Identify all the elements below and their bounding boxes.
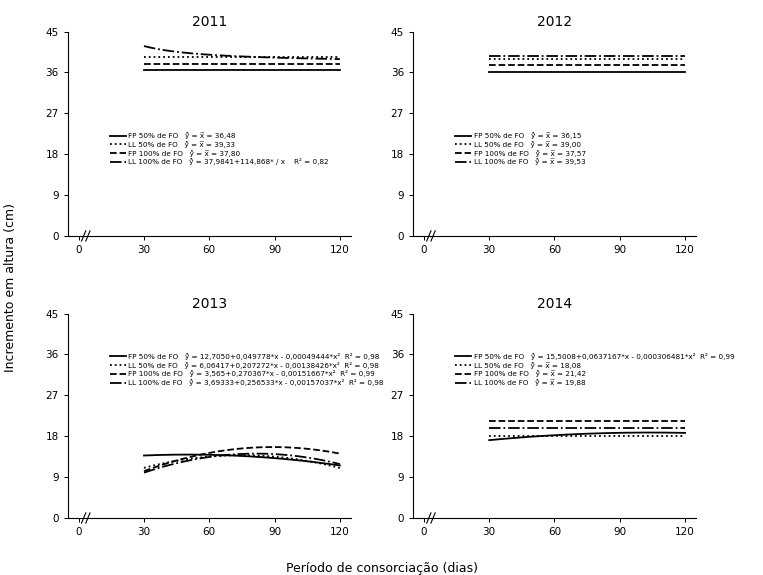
Legend: FP 50% de FO   ŷ̂ = x̅ = 36,15, LL 50% de FO   ŷ̂ = x̅ = 39,00, FP 100% de FO   : FP 50% de FO ŷ̂ = x̅ = 36,15, LL 50% de … (453, 131, 588, 167)
Legend: FP 50% de FO   ŷ̂ = 15,5008+0,0637167*x - 0,000306481*x²  R² = 0,99, LL 50% de F: FP 50% de FO ŷ̂ = 15,5008+0,0637167*x - … (453, 351, 736, 388)
Title: 2013: 2013 (192, 297, 227, 311)
Title: 2011: 2011 (192, 15, 227, 29)
Title: 2012: 2012 (537, 15, 572, 29)
Legend: FP 50% de FO   ŷ̂ = x̅ = 36,48, LL 50% de FO   ŷ̂ = x̅ = 39,33, FP 100% de FO   : FP 50% de FO ŷ̂ = x̅ = 36,48, LL 50% de … (108, 131, 330, 167)
Title: 2014: 2014 (537, 297, 572, 311)
Text: Incremento em altura (cm): Incremento em altura (cm) (4, 203, 17, 372)
Legend: FP 50% de FO   ŷ̂ = 12,7050+0,049778*x - 0,00049444*x²  R² = 0,98, LL 50% de FO : FP 50% de FO ŷ̂ = 12,7050+0,049778*x - 0… (108, 351, 385, 388)
Text: Período de consorciação (dias): Período de consorciação (dias) (285, 562, 478, 575)
